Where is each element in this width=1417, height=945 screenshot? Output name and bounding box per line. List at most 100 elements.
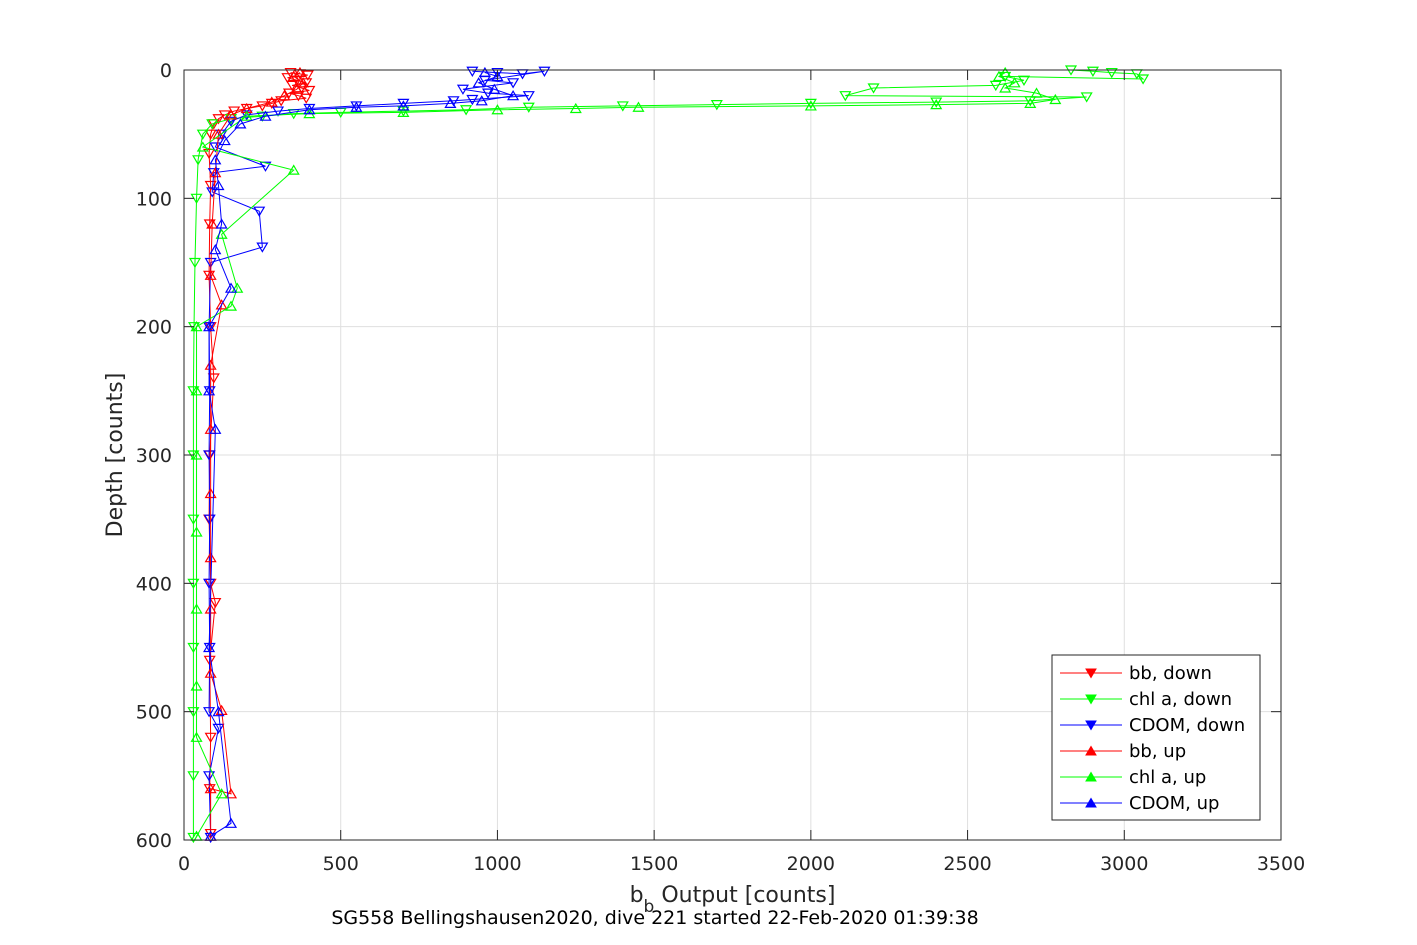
y-tick-label: 600 (136, 830, 172, 852)
data-point (1137, 74, 1150, 85)
data-point (212, 179, 225, 191)
data-point (632, 101, 645, 112)
legend-marker (1085, 771, 1097, 782)
legend-label: bb, up (1129, 741, 1186, 762)
data-point (215, 218, 228, 229)
x-tick-label: 2000 (787, 853, 835, 875)
legend-marker (1085, 694, 1097, 705)
legend-item: CDOM, down (1060, 715, 1245, 736)
series-line (192, 69, 1145, 838)
legend-marker (1085, 720, 1097, 731)
data-point (207, 168, 220, 179)
data-point (350, 101, 363, 112)
data-point (867, 83, 880, 94)
data-point (203, 578, 216, 590)
data-point (397, 98, 410, 110)
series-5 (203, 66, 520, 841)
x-axis-label: bb Output [counts] (630, 883, 836, 917)
data-point (224, 282, 238, 293)
data-point (300, 78, 313, 89)
axis-ticks: 0 500 1000 1500 2000 2500 3000 3500 0 100 200 300 40… (136, 60, 1305, 875)
data-point (224, 300, 238, 311)
data-point (203, 385, 216, 396)
data-point (224, 109, 238, 120)
legend-label: CDOM, down (1129, 715, 1245, 736)
data-point (206, 218, 219, 229)
data-point (212, 114, 225, 125)
data-point (293, 66, 307, 78)
data-point (616, 101, 629, 112)
data-point (187, 642, 200, 654)
data-point (209, 154, 222, 165)
data-point (203, 148, 216, 160)
legend-label: chl a, down (1129, 689, 1232, 710)
data-point (303, 104, 316, 115)
data-point (209, 423, 222, 434)
y-tick-label: 300 (136, 445, 172, 467)
data-point (212, 705, 225, 717)
data-point (204, 359, 217, 370)
x-tick-label: 3500 (1257, 853, 1305, 875)
data-point (207, 373, 220, 384)
data-point (231, 282, 244, 293)
series-line (210, 72, 304, 837)
data-point (190, 526, 203, 537)
data-point (204, 257, 217, 269)
data-point (265, 98, 278, 110)
data-point (187, 386, 200, 397)
legend-item: CDOM, up (1060, 793, 1219, 814)
data-point (999, 82, 1012, 93)
data-point (292, 91, 305, 102)
legend-item: bb, up (1060, 741, 1186, 762)
data-point (472, 77, 485, 88)
y-tick-label: 0 (160, 60, 172, 82)
legend-marker (1085, 668, 1097, 679)
data-point (204, 603, 217, 614)
data-point (1080, 92, 1093, 103)
data-point (204, 551, 217, 563)
data-point (475, 95, 488, 106)
chart-caption: SG558 Bellingshausen2020, dive 221 start… (331, 907, 978, 929)
data-point (259, 110, 272, 121)
data-point (192, 155, 205, 166)
data-point (466, 94, 479, 106)
series-layer (187, 65, 1150, 844)
data-point (203, 514, 216, 525)
data-point (187, 771, 200, 782)
data-point (286, 80, 299, 92)
data-point (203, 771, 216, 782)
data-point (839, 91, 852, 102)
data-point (1017, 75, 1031, 86)
data-point (478, 66, 491, 78)
data-point (188, 257, 202, 269)
data-point (224, 817, 238, 828)
data-point (507, 89, 520, 101)
data-point (300, 93, 313, 104)
series-line (208, 70, 545, 838)
data-point (444, 97, 457, 108)
data-point (196, 141, 209, 152)
x-tick-label: 1000 (473, 853, 521, 875)
legend-box (1051, 654, 1261, 821)
data-point (999, 66, 1012, 78)
series-line (208, 72, 310, 834)
data-point (203, 450, 216, 461)
data-point (301, 70, 314, 81)
data-point (1105, 67, 1118, 79)
legend-label: CDOM, up (1129, 793, 1219, 814)
series-4 (190, 66, 1062, 841)
data-point (265, 96, 278, 107)
x-tick-label: 500 (323, 853, 359, 875)
data-point (206, 119, 219, 130)
x-tick-label: 0 (178, 853, 190, 875)
data-point (204, 129, 217, 140)
data-point (1030, 87, 1043, 98)
data-point (240, 110, 253, 121)
data-point (491, 67, 504, 79)
data-point (224, 116, 238, 128)
y-axis-label: Depth [counts] (103, 373, 128, 538)
data-point (206, 187, 219, 198)
data-point (456, 84, 470, 95)
data-point (204, 732, 217, 744)
